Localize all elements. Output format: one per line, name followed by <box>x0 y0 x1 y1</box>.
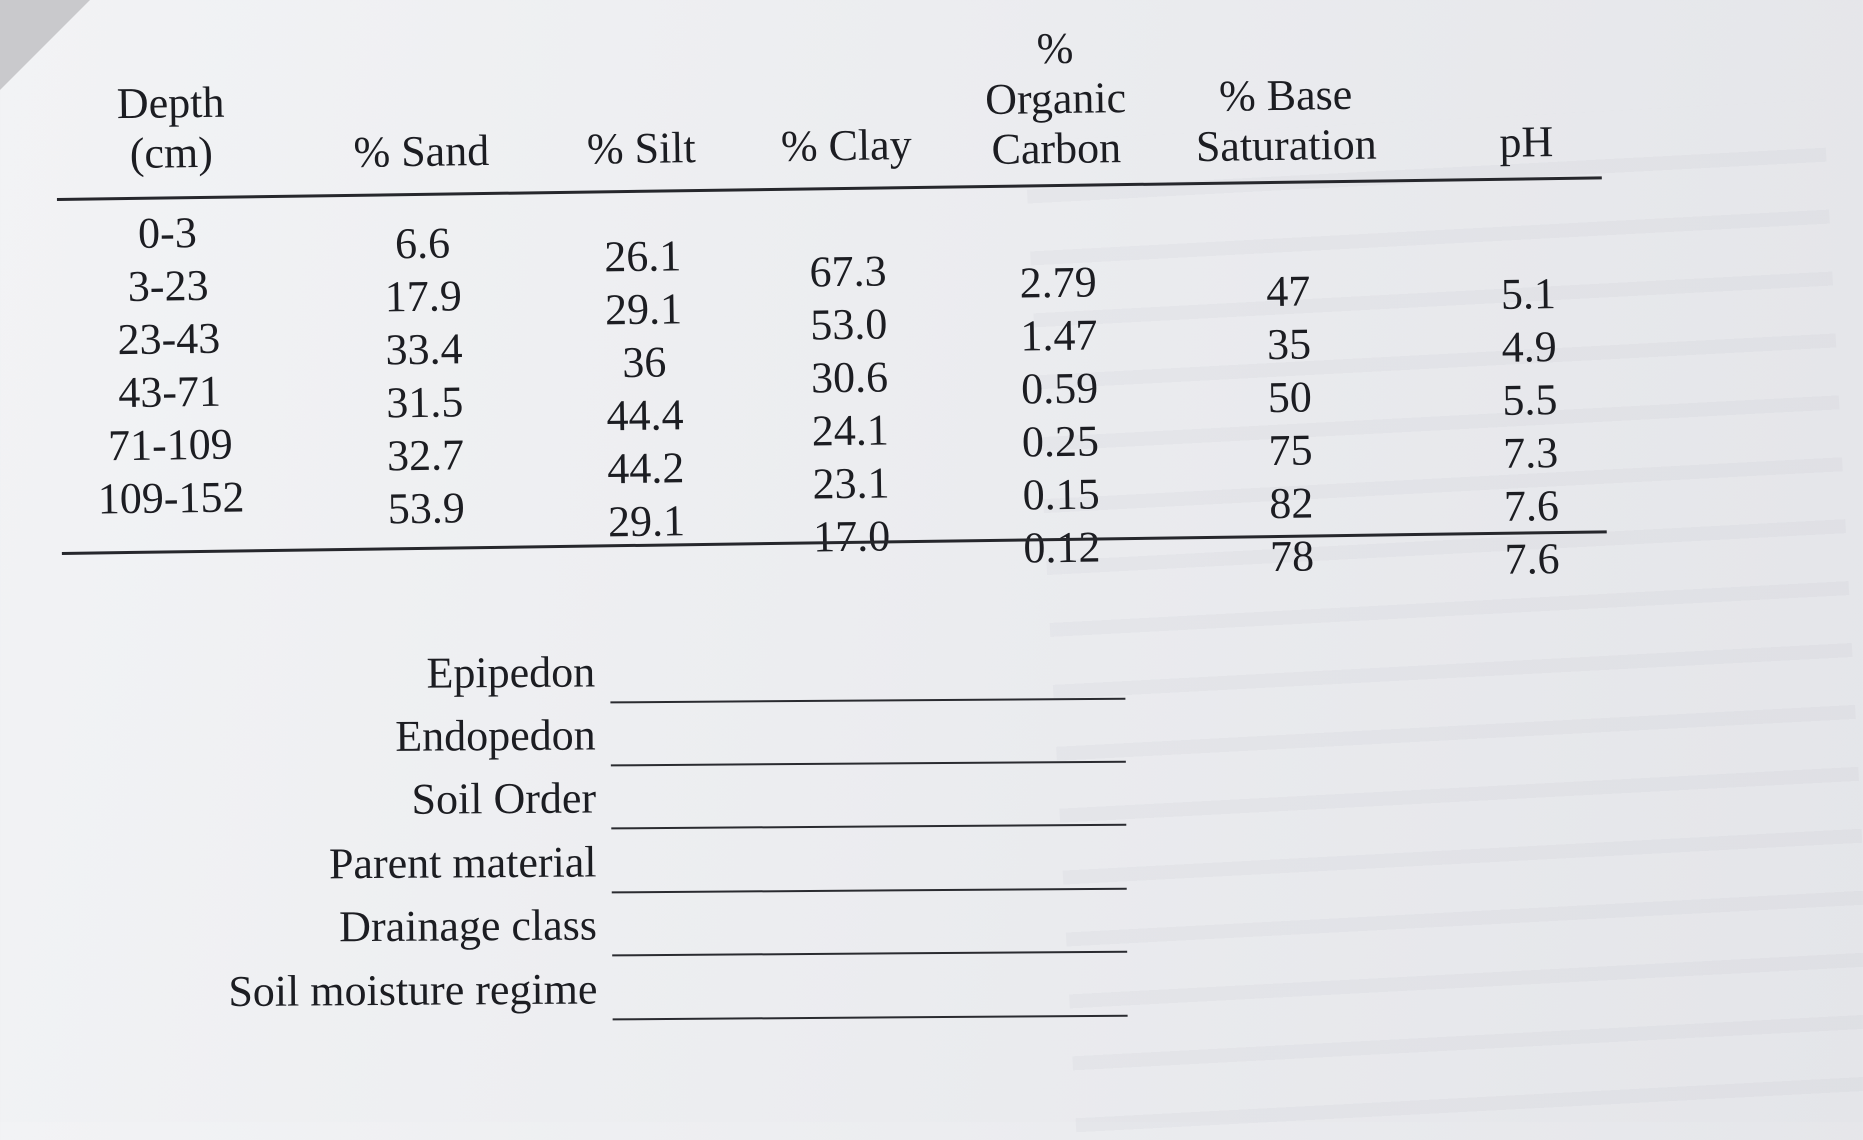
header-oc-line1: % <box>1036 23 1074 74</box>
header-clay: % Clay <box>780 120 912 171</box>
header-oc-line3: Carbon <box>991 123 1122 174</box>
header-bs-line2: Saturation <box>1195 119 1378 172</box>
header-bs-line1: % Base <box>1218 69 1353 121</box>
cell-organic-carbon: 1.47 <box>1020 310 1098 361</box>
cell-clay: 30.6 <box>810 352 889 403</box>
form-row-soil-moisture-regime: Soil moisture regime <box>92 955 1128 1024</box>
cell-base-saturation: 82 <box>1268 478 1314 529</box>
page-corner-shadow <box>0 0 90 90</box>
column-clay: 67.3 53.0 30.6 24.1 23.1 17.0 <box>748 244 952 565</box>
header-base-saturation: % Base Saturation <box>1165 69 1406 172</box>
header-organic-carbon: % Organic Carbon <box>950 23 1162 176</box>
cell-ph: 4.9 <box>1501 322 1557 372</box>
soil-classification-form: Epipedon Endopedon Soil Order Parent mat… <box>90 638 1128 1045</box>
cell-silt: 44.4 <box>606 390 684 441</box>
cell-silt: 29.1 <box>604 284 683 335</box>
form-row-soil-order: Soil Order <box>91 764 1127 833</box>
cell-base-saturation: 50 <box>1267 372 1313 423</box>
cell-clay: 53.0 <box>809 299 888 350</box>
cell-organic-carbon: 0.12 <box>1023 522 1101 573</box>
label-soil-order: Soil Order <box>411 773 597 824</box>
cell-base-saturation: 47 <box>1266 266 1311 317</box>
label-endopedon: Endopedon <box>395 710 596 761</box>
label-soil-moisture-regime: Soil moisture regime <box>228 964 598 1017</box>
header-rule <box>56 176 1602 201</box>
label-epipedon: Epipedon <box>426 647 596 698</box>
cell-sand: 32.7 <box>386 430 465 481</box>
column-depth: 0-3 3-23 23-43 43-71 71-109 109-152 <box>72 205 266 526</box>
form-row-epipedon: Epipedon <box>90 638 1126 707</box>
header-depth: Depth (cm) <box>80 77 261 180</box>
cell-clay: 23.1 <box>812 458 890 509</box>
label-drainage-class: Drainage class <box>339 900 598 952</box>
cell-depth: 0-3 <box>137 208 198 258</box>
header-silt: % Silt <box>586 123 697 174</box>
cell-ph: 7.6 <box>1504 534 1560 584</box>
cell-organic-carbon: 0.25 <box>1021 416 1100 467</box>
cell-depth: 109-152 <box>97 472 245 524</box>
header-oc-line2: Organic <box>984 73 1127 125</box>
cell-silt: 44.2 <box>606 443 685 494</box>
cell-sand: 31.5 <box>385 377 464 428</box>
cell-clay: 67.3 <box>809 246 887 297</box>
cell-sand: 33.4 <box>385 324 463 375</box>
form-row-drainage-class: Drainage class <box>92 891 1128 960</box>
cell-silt: 29.1 <box>607 496 686 547</box>
cell-depth: 23-43 <box>117 313 221 365</box>
cell-organic-carbon: 2.79 <box>1019 257 1098 308</box>
header-depth-line1: Depth <box>116 77 225 129</box>
form-row-endopedon: Endopedon <box>90 701 1126 770</box>
cell-organic-carbon: 0.15 <box>1022 469 1101 520</box>
cell-clay: 17.0 <box>812 511 891 562</box>
cell-silt: 26.1 <box>603 231 682 282</box>
cell-ph: 5.1 <box>1500 269 1557 319</box>
cell-ph: 5.5 <box>1502 375 1558 425</box>
header-sand: % Sand <box>353 125 490 177</box>
cell-depth: 43-71 <box>117 366 222 418</box>
cell-base-saturation: 75 <box>1268 425 1313 476</box>
header-ph: pH <box>1499 117 1554 167</box>
cell-clay: 24.1 <box>811 405 890 456</box>
cell-organic-carbon: 0.59 <box>1020 363 1099 414</box>
label-parent-material: Parent material <box>328 837 597 889</box>
header-depth-line2: (cm) <box>129 127 214 178</box>
soil-data-table: Depth (cm) % Sand % Silt % Clay % Organi… <box>55 24 1612 584</box>
cell-ph: 7.6 <box>1503 481 1560 531</box>
column-ph: 5.1 4.9 5.5 7.3 7.6 7.6 <box>1443 266 1617 586</box>
column-sand: 6.6 17.9 33.4 31.5 32.7 53.9 <box>322 215 526 536</box>
answer-line-soil-moisture-regime[interactable] <box>612 1014 1128 1021</box>
form-row-parent-material: Parent material <box>91 828 1127 897</box>
cell-sand: 53.9 <box>387 483 466 534</box>
cell-sand: 6.6 <box>394 218 451 269</box>
column-organic-carbon: 2.79 1.47 0.59 0.25 0.15 0.12 <box>958 255 1162 576</box>
cell-ph: 7.3 <box>1502 428 1559 478</box>
column-silt: 26.1 29.1 36 44.4 44.2 29.1 <box>542 228 746 549</box>
cell-base-saturation: 35 <box>1266 319 1312 370</box>
cell-depth: 3-23 <box>127 260 209 312</box>
cell-sand: 17.9 <box>384 271 463 322</box>
cell-silt: 36 <box>621 337 667 388</box>
cell-depth: 71-109 <box>107 419 234 471</box>
